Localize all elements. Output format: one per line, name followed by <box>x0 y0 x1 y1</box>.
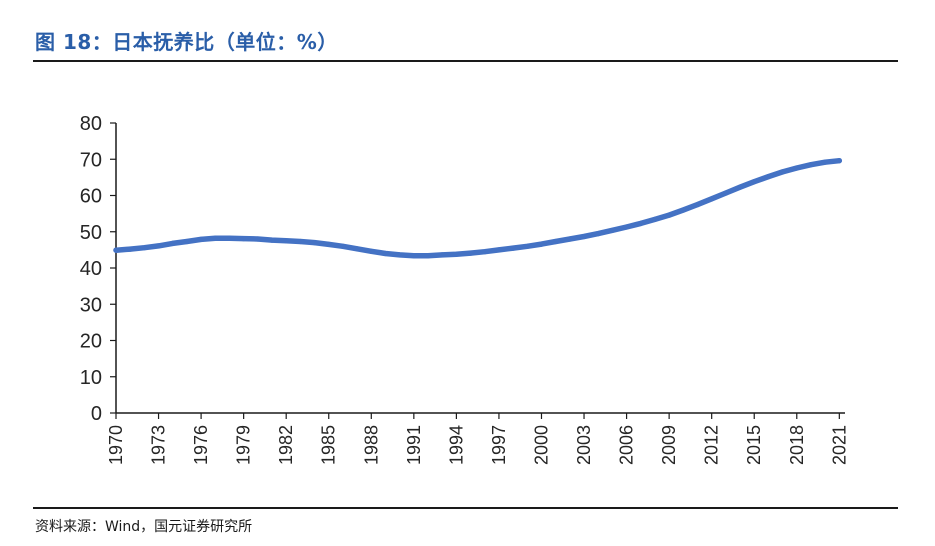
y-tick-label: 0 <box>91 403 102 425</box>
data-point <box>496 247 502 253</box>
data-point <box>141 245 147 251</box>
data-point <box>638 220 644 226</box>
x-tick-label: 1997 <box>489 425 509 465</box>
x-tick-label: 1982 <box>276 425 296 465</box>
x-tick-label: 1979 <box>234 425 254 465</box>
x-tick-label: 2012 <box>702 425 722 465</box>
data-point <box>312 240 318 246</box>
data-point <box>553 238 559 245</box>
data-point <box>567 236 573 242</box>
x-tick-label: 2006 <box>617 425 637 465</box>
x-tick-label: 2009 <box>659 425 679 465</box>
x-tick-label: 1973 <box>149 425 169 465</box>
data-point <box>425 253 431 259</box>
x-tick-label: 2015 <box>744 425 764 465</box>
data-point <box>808 162 814 168</box>
x-tick-label: 1970 <box>106 425 126 465</box>
plot-area <box>113 157 843 259</box>
x-tick-label: 2021 <box>829 425 849 465</box>
y-tick-label: 10 <box>80 367 102 389</box>
data-point <box>411 253 417 259</box>
data-point <box>170 240 176 246</box>
series-line <box>113 157 843 259</box>
x-tick-label: 1985 <box>319 425 339 465</box>
data-point <box>780 169 786 175</box>
data-point <box>751 179 757 185</box>
data-point <box>680 207 686 213</box>
data-point <box>765 174 772 180</box>
y-axis-ticks: 0 10 20 30 40 50 60 70 80 <box>80 113 116 425</box>
data-point <box>241 236 247 242</box>
title-divider <box>33 60 898 62</box>
x-tick-label: 1991 <box>404 425 424 465</box>
data-point <box>326 241 332 247</box>
data-point <box>709 196 715 202</box>
data-point <box>822 159 828 165</box>
data-point <box>453 251 459 257</box>
y-tick-label: 50 <box>80 222 102 244</box>
source-note: 资料来源：Wind，国元证券研究所 <box>35 519 253 535</box>
data-point <box>510 245 516 251</box>
x-tick-label: 1988 <box>361 425 381 465</box>
y-tick-label: 40 <box>80 258 102 280</box>
data-point <box>694 202 701 208</box>
data-point <box>283 238 289 244</box>
x-tick-label: 1976 <box>191 425 211 465</box>
x-tick-label: 2000 <box>531 425 551 465</box>
data-point <box>127 246 133 252</box>
y-tick-label: 80 <box>80 113 102 135</box>
y-tick-label: 30 <box>80 294 102 316</box>
x-axis-ticks: 1970 1973 1976 1979 1982 1985 1988 1991 1994 1997… <box>106 413 849 465</box>
data-point <box>836 158 842 164</box>
data-point <box>723 190 729 196</box>
data-point <box>524 243 530 249</box>
data-point <box>297 238 303 245</box>
data-point <box>482 249 488 255</box>
data-point <box>595 231 601 237</box>
data-point <box>155 243 162 249</box>
y-tick-label: 60 <box>80 186 102 208</box>
data-point <box>354 246 360 252</box>
data-point <box>538 241 545 247</box>
data-point <box>652 216 658 222</box>
data-point <box>666 212 672 218</box>
x-tick-label: 2003 <box>574 425 594 465</box>
data-point <box>397 252 403 258</box>
data-point <box>794 165 800 171</box>
data-point <box>609 227 616 233</box>
data-point <box>212 235 218 241</box>
data-point <box>382 250 389 257</box>
source-divider <box>33 507 898 509</box>
data-point <box>184 238 190 245</box>
data-point <box>340 243 346 249</box>
data-point <box>368 248 374 254</box>
data-point <box>624 224 630 230</box>
x-tick-label: 1994 <box>446 425 466 465</box>
data-point <box>113 247 119 253</box>
x-tick-label: 2018 <box>787 425 807 465</box>
data-point <box>198 236 204 242</box>
y-tick-label: 70 <box>80 149 102 171</box>
data-point <box>255 236 261 242</box>
y-tick-label: 20 <box>80 331 102 353</box>
data-point <box>468 250 474 256</box>
chart-axes <box>115 123 845 414</box>
data-point <box>581 233 587 240</box>
data-point <box>439 252 445 258</box>
data-point <box>269 237 275 243</box>
figure-title: 图 18：日本抚养比（单位：%） <box>35 30 338 54</box>
data-point <box>737 184 743 190</box>
data-point <box>226 235 233 241</box>
